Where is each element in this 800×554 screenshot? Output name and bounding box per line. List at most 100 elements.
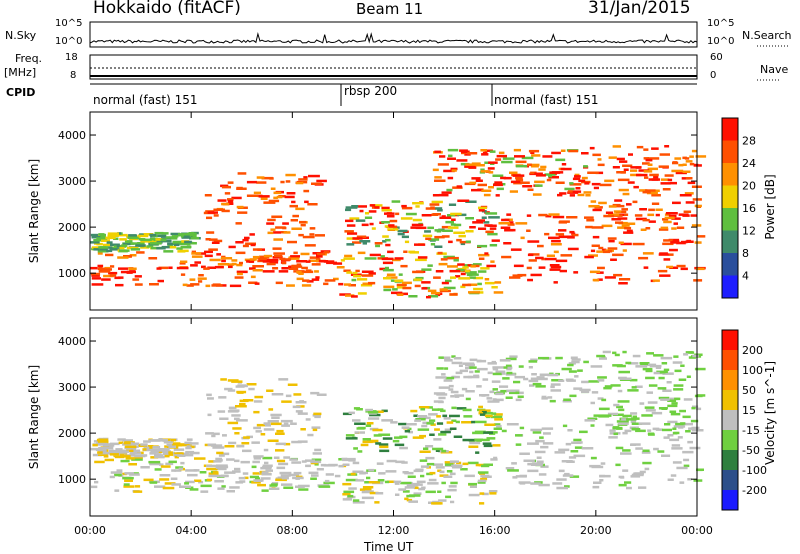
velocity-panel-cell xyxy=(672,461,682,464)
power-panel-cell xyxy=(465,200,477,203)
velocity-panel-cell xyxy=(683,398,693,401)
power-panel-cell xyxy=(369,222,374,226)
velocity-panel-cell xyxy=(690,419,699,423)
velocity-panel-cell xyxy=(440,409,446,413)
power-panel-cell xyxy=(415,205,420,208)
power-ylabel: Slant Range [km] xyxy=(27,158,41,264)
power-colorbar-tick: 16 xyxy=(742,202,756,215)
power-panel-cell xyxy=(492,174,504,177)
velocity-panel-cell xyxy=(653,354,664,357)
power-panel-cell xyxy=(642,190,651,194)
power-panel-cell xyxy=(590,249,596,253)
power-panel-cell xyxy=(323,282,329,286)
date-label: 31/Jan/2015 xyxy=(588,0,691,18)
velocity-panel-cell xyxy=(528,379,539,383)
velocity-panel-cell xyxy=(645,369,653,373)
power-panel-cell xyxy=(244,236,250,240)
power-panel-cell xyxy=(267,218,276,222)
power-panel-cell xyxy=(646,191,658,195)
power-panel-cell xyxy=(612,253,624,257)
power-panel-cell xyxy=(300,252,310,256)
power-panel-cell xyxy=(659,274,671,277)
power-panel-cell xyxy=(414,243,426,246)
velocity-panel-cell xyxy=(285,394,292,398)
power-panel-cell xyxy=(280,180,285,184)
velocity-panel-cell xyxy=(587,417,598,420)
power-panel-cell xyxy=(268,199,280,203)
power-panel-cell xyxy=(615,204,625,208)
power-panel-cell xyxy=(678,163,684,167)
power-panel-cell xyxy=(236,272,243,276)
velocity-panel-cell xyxy=(625,361,632,365)
velocity-panel-cell xyxy=(406,484,418,487)
nave-label: Nave xyxy=(760,63,789,76)
power-panel-cell xyxy=(213,239,223,243)
velocity-panel-cell xyxy=(406,494,415,498)
power-panel-cell xyxy=(91,236,101,239)
velocity-panel-cell xyxy=(123,441,131,445)
power-panel-cell xyxy=(266,222,275,225)
velocity-panel-cell xyxy=(448,388,454,391)
velocity-panel-cell xyxy=(671,447,683,450)
power-panel-cell xyxy=(98,246,109,249)
power-panel-cell xyxy=(465,163,476,166)
power-panel-cell xyxy=(432,194,440,197)
velocity-panel-cell xyxy=(653,371,664,375)
power-panel-cell xyxy=(601,224,613,228)
power-panel-cell xyxy=(480,170,489,173)
velocity-panel-cell xyxy=(631,386,637,389)
power-panel-cell xyxy=(204,194,212,197)
power-panel-cell xyxy=(659,153,670,156)
power-panel-cell xyxy=(441,235,450,238)
power-panel-cell xyxy=(589,146,595,150)
velocity-panel-cell xyxy=(481,410,487,414)
velocity-panel-cell xyxy=(465,397,471,401)
velocity-panel-cell xyxy=(404,497,409,501)
power-panel-cell xyxy=(217,199,227,202)
velocity-panel-cell xyxy=(669,410,677,413)
power-panel-cell xyxy=(691,149,697,153)
power-panel-cell xyxy=(451,169,457,172)
velocity-panel-cell xyxy=(535,439,545,443)
velocity-panel-cell xyxy=(435,449,440,452)
power-panel-cell xyxy=(555,259,568,263)
power-panel-cell xyxy=(483,221,490,224)
velocity-panel-cell xyxy=(599,479,604,482)
power-panel-cell xyxy=(346,237,356,240)
velocity-panel-cell xyxy=(173,448,185,451)
velocity-colorbar-swatch xyxy=(722,390,738,411)
power-panel-cell xyxy=(109,248,120,251)
velocity-panel-cell xyxy=(663,368,670,372)
velocity-panel-cell xyxy=(398,488,407,491)
power-panel-cell xyxy=(250,243,256,247)
power-panel-cell xyxy=(577,193,585,197)
velocity-panel-cell xyxy=(591,465,604,469)
velocity-panel-cell xyxy=(374,501,380,504)
power-panel-cell xyxy=(346,271,353,274)
power-panel-cell xyxy=(496,154,507,158)
power-panel-cell xyxy=(442,229,453,232)
power-panel-cell xyxy=(449,269,461,273)
velocity-panel-cell xyxy=(602,350,611,354)
power-panel-cell xyxy=(344,254,353,258)
velocity-colorbar-swatch xyxy=(722,370,738,391)
velocity-panel-cell xyxy=(536,376,545,379)
power-panel-cell xyxy=(298,233,304,237)
power-panel-cell xyxy=(374,206,380,209)
velocity-panel-cell xyxy=(474,438,483,441)
power-panel-cell xyxy=(97,250,109,253)
velocity-panel-cell xyxy=(622,431,628,435)
power-panel-cell xyxy=(448,240,453,244)
power-panel-cell xyxy=(180,260,188,263)
power-panel-cell xyxy=(117,232,122,235)
power-panel-cell xyxy=(117,256,129,259)
nave-tick-bottom: 0 xyxy=(710,70,717,81)
velocity-panel-cell xyxy=(444,463,454,466)
power-panel-cell xyxy=(216,253,221,256)
velocity-panel-cell xyxy=(298,488,309,491)
power-panel-cell xyxy=(291,200,296,204)
power-panel-cell xyxy=(567,190,573,193)
velocity-panel-cell xyxy=(354,422,366,425)
